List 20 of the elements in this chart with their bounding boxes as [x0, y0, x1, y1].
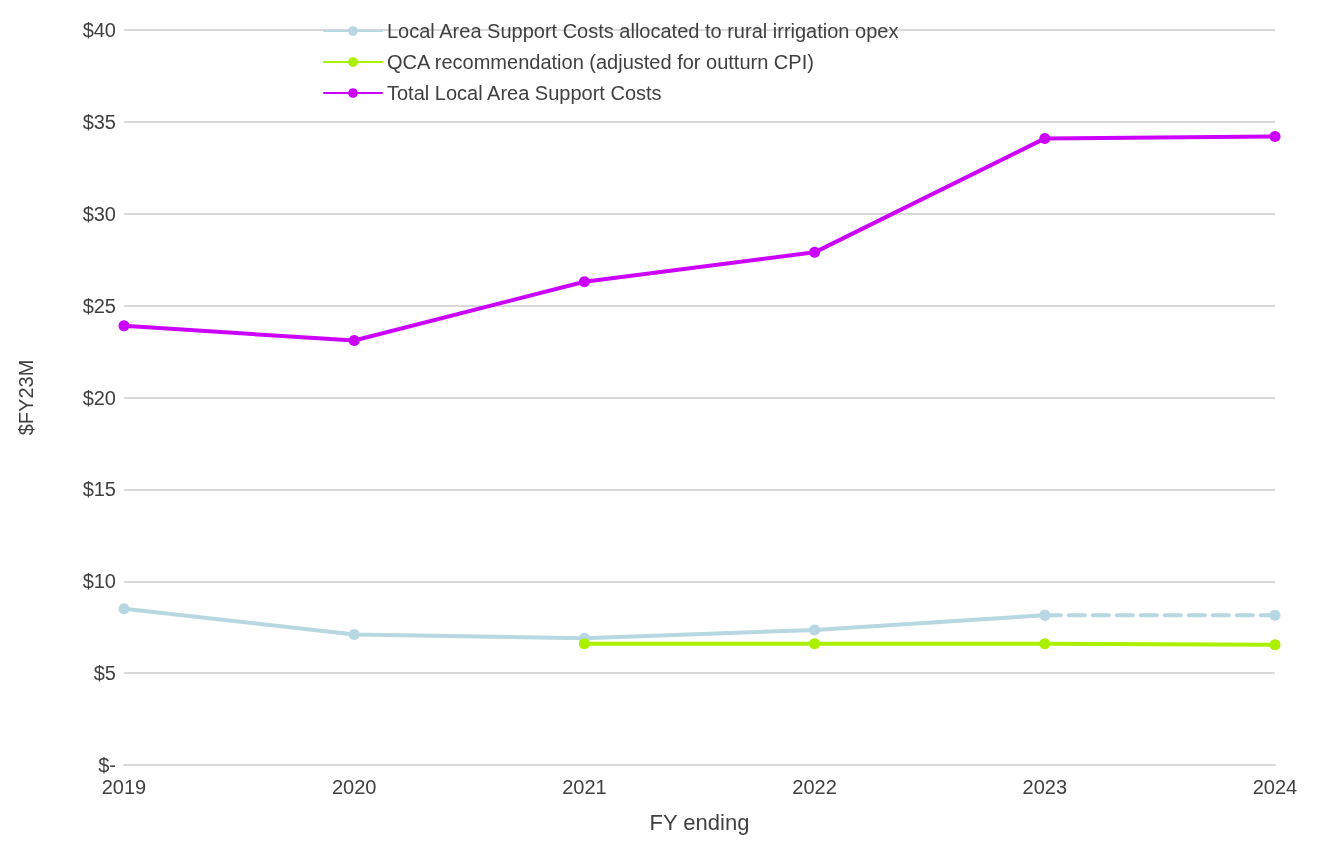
y-tick-label: $30	[82, 202, 116, 225]
x-tick-label: 2022	[792, 776, 837, 798]
x-tick-label: 2023	[1022, 776, 1068, 798]
legend-label: Local Area Support Costs allocated to rural irrigation opex	[387, 20, 899, 42]
y-tick-label: $5	[93, 662, 116, 685]
y-tick-label: $15	[82, 478, 116, 501]
legend-label: QCA recommendation (adjusted for outturn CPI)	[387, 51, 814, 73]
y-tick-label: $-	[98, 754, 116, 776]
x-tick-label: 2019	[101, 776, 147, 798]
x-tick-label: 2021	[562, 776, 607, 798]
y-tick-label: $35	[82, 110, 116, 133]
x-tick-label: 2020	[331, 776, 377, 798]
y-tick-label: $20	[82, 386, 116, 409]
y-tick-label: $40	[82, 19, 116, 41]
legend-label: Total Local Area Support Costs	[387, 82, 662, 104]
y-tick-label: $10	[82, 570, 116, 593]
x-axis-title: FY ending	[649, 809, 750, 835]
y-axis-title: $FY23M	[15, 359, 37, 436]
x-tick-label: 2024	[1252, 776, 1298, 798]
y-tick-label: $25	[82, 294, 116, 317]
